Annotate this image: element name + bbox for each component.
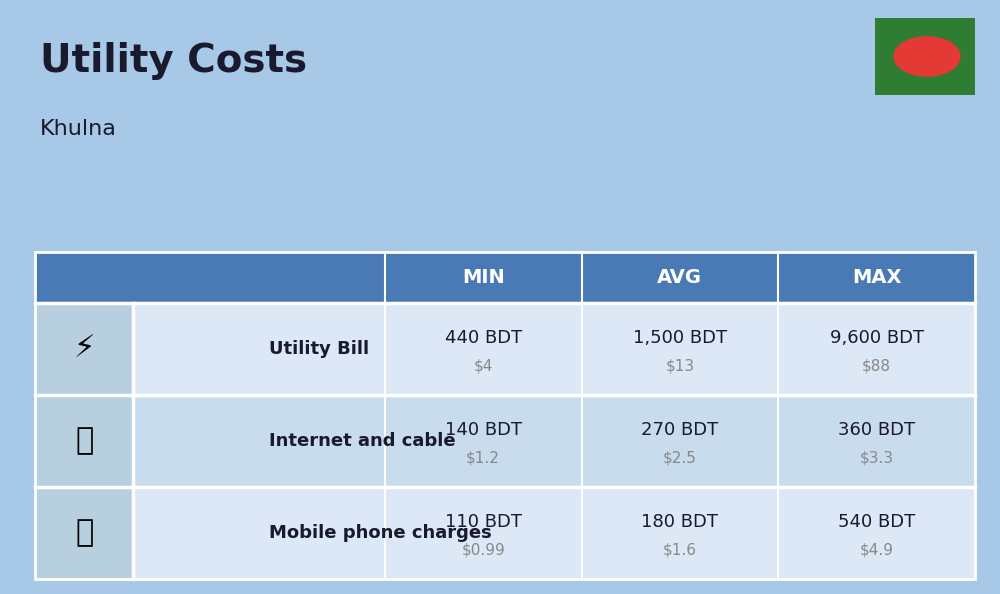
Text: Mobile phone charges: Mobile phone charges <box>269 524 492 542</box>
Text: Khulna: Khulna <box>40 119 117 139</box>
Text: Internet and cable: Internet and cable <box>269 432 456 450</box>
Text: $1.6: $1.6 <box>663 542 697 557</box>
FancyBboxPatch shape <box>35 395 975 487</box>
Text: 1,500 BDT: 1,500 BDT <box>633 329 727 347</box>
Text: MIN: MIN <box>462 268 505 287</box>
Text: Utility Bill: Utility Bill <box>269 340 369 358</box>
Text: 360 BDT: 360 BDT <box>838 421 915 439</box>
FancyBboxPatch shape <box>875 18 975 95</box>
Text: 140 BDT: 140 BDT <box>445 421 522 439</box>
Text: ⚡: ⚡ <box>73 334 95 364</box>
FancyBboxPatch shape <box>35 395 133 487</box>
Text: AVG: AVG <box>657 268 702 287</box>
Text: 270 BDT: 270 BDT <box>641 421 719 439</box>
Text: 9,600 BDT: 9,600 BDT <box>830 329 924 347</box>
FancyBboxPatch shape <box>35 487 975 579</box>
FancyBboxPatch shape <box>35 303 133 395</box>
Text: MAX: MAX <box>852 268 901 287</box>
Text: $3.3: $3.3 <box>860 450 894 465</box>
Text: $2.5: $2.5 <box>663 450 697 465</box>
FancyBboxPatch shape <box>35 487 133 579</box>
FancyBboxPatch shape <box>35 303 975 395</box>
Text: $4: $4 <box>473 358 493 373</box>
Text: Utility Costs: Utility Costs <box>40 42 307 80</box>
Text: 📶: 📶 <box>75 426 93 456</box>
Text: 110 BDT: 110 BDT <box>445 513 522 531</box>
Text: $13: $13 <box>665 358 694 373</box>
Circle shape <box>894 37 960 76</box>
Text: 440 BDT: 440 BDT <box>445 329 522 347</box>
Text: $0.99: $0.99 <box>461 542 505 557</box>
Text: 180 BDT: 180 BDT <box>641 513 718 531</box>
Text: 540 BDT: 540 BDT <box>838 513 915 531</box>
Text: 📱: 📱 <box>75 519 93 548</box>
FancyBboxPatch shape <box>35 252 975 303</box>
Text: $88: $88 <box>862 358 891 373</box>
Text: $4.9: $4.9 <box>860 542 894 557</box>
Text: $1.2: $1.2 <box>466 450 500 465</box>
